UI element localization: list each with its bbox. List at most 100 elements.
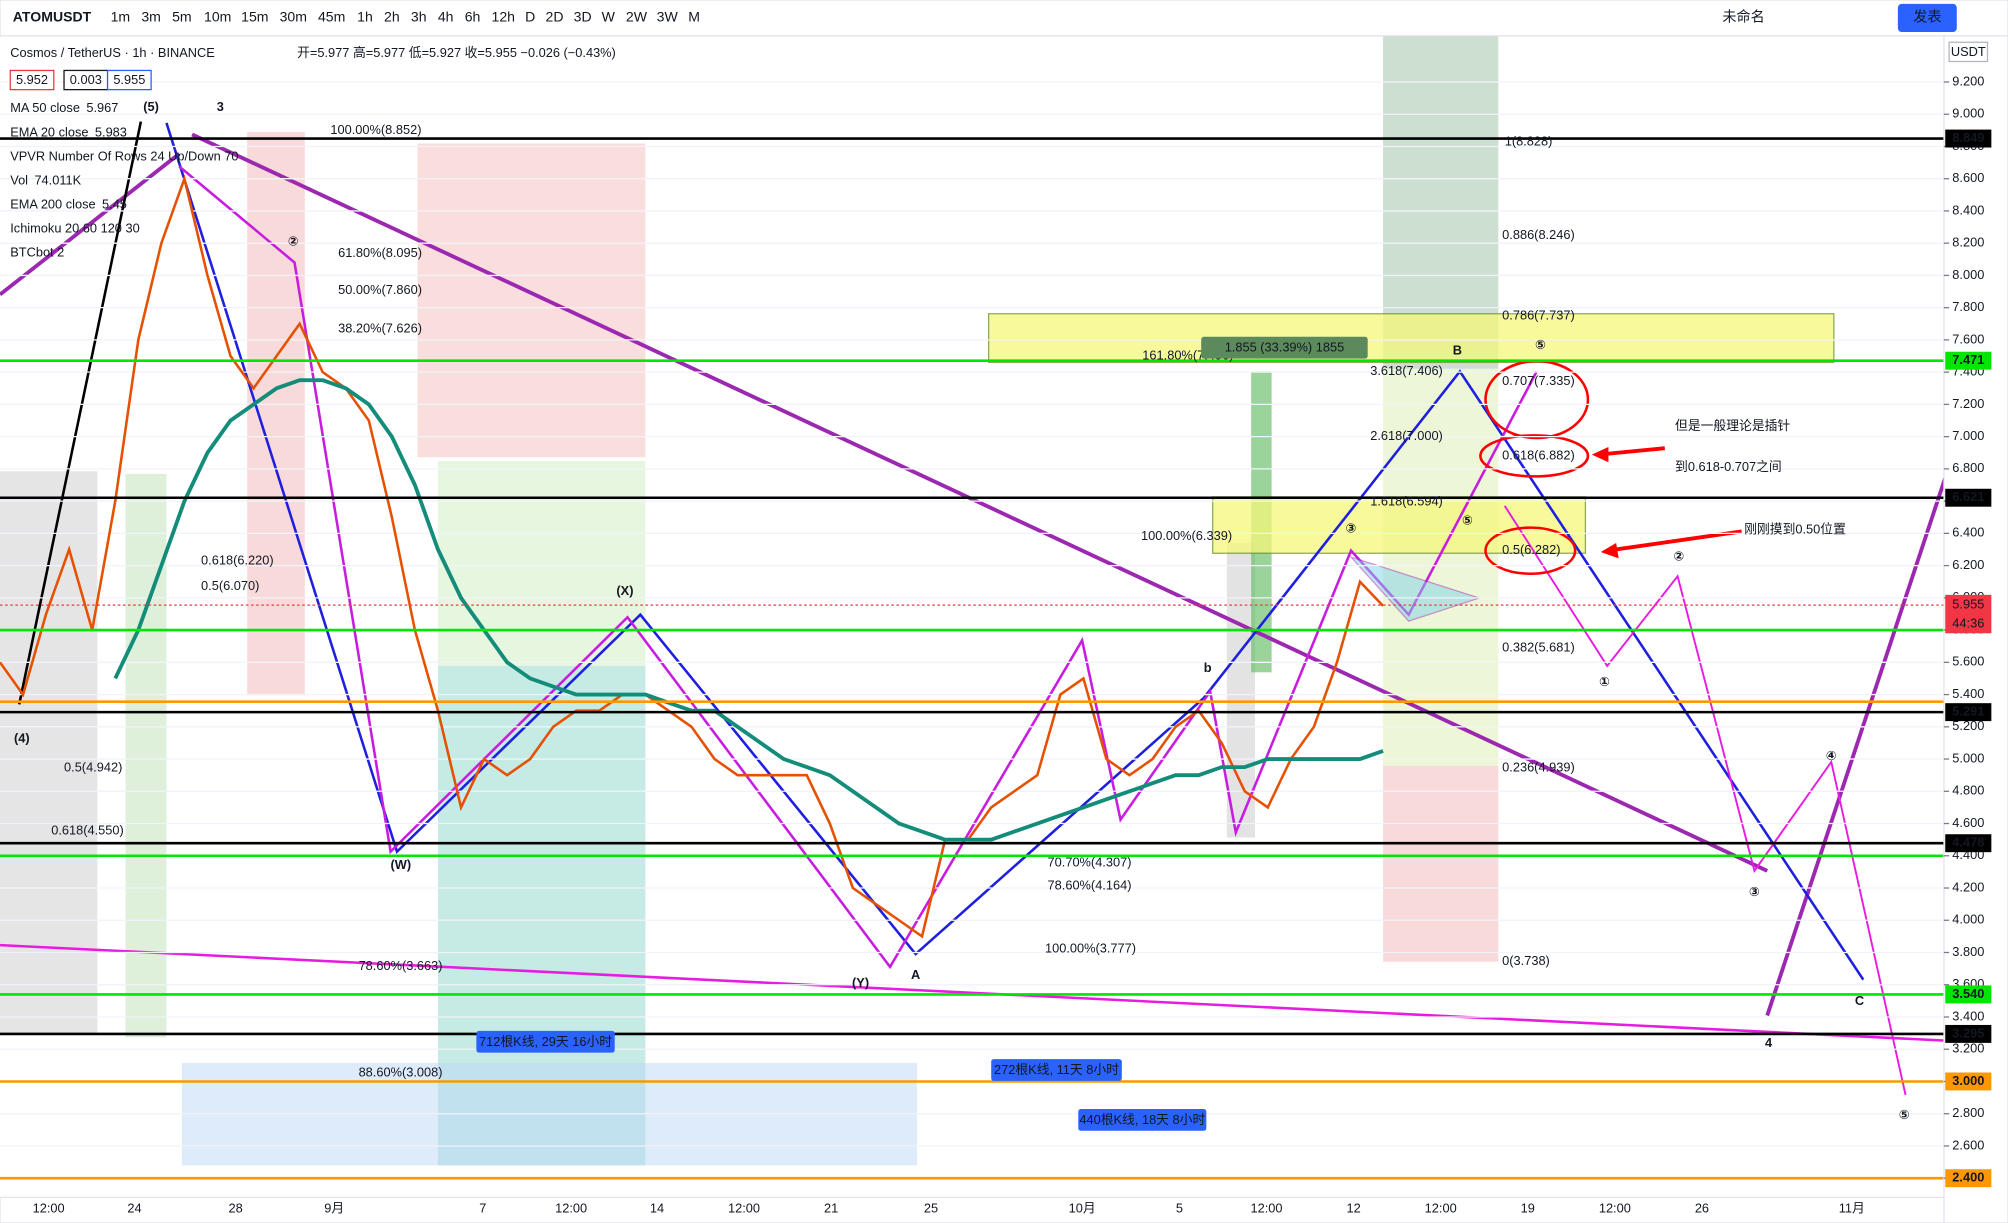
level-label: 2.400 (1952, 1170, 1984, 1185)
y-tick-label: 5.600 (1952, 654, 1984, 669)
annotation: 但是一般理论是插针 (1675, 418, 1790, 433)
interval-button[interactable]: 3m (141, 9, 161, 25)
indicator-name: EMA 200 close (10, 197, 95, 212)
quote-box (9, 69, 55, 91)
level-label-box (1945, 1024, 1992, 1043)
level-label: 3.000 (1952, 1073, 1984, 1088)
level-label: 3.295 (1952, 1025, 1984, 1040)
ema-line (113, 378, 1384, 842)
arrow-head (1600, 542, 1619, 559)
indicator-value: 5.967 (86, 100, 118, 115)
interval-button[interactable]: 1h (357, 9, 373, 25)
arrow (1606, 529, 1742, 553)
level-label: 6.621 (1952, 489, 1984, 504)
publish-label[interactable]: 发表 (1913, 9, 1941, 25)
interval-button[interactable]: 2W (626, 9, 648, 25)
y-tick-label: 7.000 (1952, 428, 1984, 443)
wave-line (17, 121, 143, 705)
interval-button[interactable]: 2D (546, 9, 564, 25)
interval-button[interactable]: 3W (657, 9, 679, 25)
annotation: 到0.618-0.707之间 (1675, 459, 1782, 474)
interval-button[interactable]: 6h (465, 9, 481, 25)
level-label: 8.849 (1952, 130, 1984, 145)
x-tick-label: 28 (229, 1200, 243, 1215)
range-shade (247, 131, 305, 696)
y-tick-label: 3.400 (1952, 1008, 1984, 1023)
interval-button[interactable]: 3D (574, 9, 592, 25)
y-tick-label: 4.200 (1952, 879, 1984, 894)
x-tick-label: 14 (650, 1200, 664, 1215)
indicator-name: Vol (10, 172, 28, 187)
wave-label: (W) (391, 857, 412, 872)
highlight-circle (1479, 434, 1590, 478)
interval-button[interactable]: 1m (111, 9, 131, 25)
interval-button[interactable]: 5m (172, 9, 192, 25)
y-tick-label: 7.200 (1952, 396, 1984, 411)
layout-name[interactable]: 未命名 (1722, 9, 1764, 25)
interval-button[interactable]: 30m (280, 9, 307, 25)
level-label: 5.291 (1952, 704, 1984, 719)
y-tick-label: 8.600 (1952, 170, 1984, 185)
axis-unit: USDT (1951, 44, 1986, 59)
interval-button[interactable]: 10m (204, 9, 231, 25)
interval-button[interactable]: M (688, 9, 700, 25)
indicator-name: MA 50 close (10, 100, 80, 115)
interval-button[interactable]: 45m (318, 9, 345, 25)
indicator-value: 74.011K (34, 172, 81, 187)
quote-spread: 0.003 (70, 72, 102, 87)
current-price-box (1945, 594, 1992, 634)
wave-label: b (1204, 660, 1212, 675)
trend-line (0, 152, 181, 297)
fib-label: 0.618(6.882) (1502, 447, 1575, 462)
legend-title: Cosmos / TetherUS · 1h · BINANCE (10, 45, 215, 60)
x-tick-label: 19 (1521, 1200, 1535, 1215)
fib-label: 0.236(4.939) (1502, 760, 1575, 775)
time-axis (0, 1196, 1945, 1223)
level-label-box (1945, 703, 1992, 722)
fib-label: 0.786(7.737) (1502, 308, 1575, 323)
x-tick-label: 12:00 (33, 1200, 65, 1215)
y-tick-label: 2.800 (1952, 1105, 1984, 1120)
fib-label: 61.80%(8.095) (338, 245, 422, 260)
indicator-value: 5.45 (102, 197, 127, 212)
x-tick-label: 12 (1346, 1200, 1360, 1215)
level-label-box (1945, 488, 1992, 507)
fib-zone (987, 313, 1835, 364)
wave-line (165, 122, 1865, 981)
wave-label: ② (1673, 548, 1684, 563)
fib-label: 100.00%(3.777) (1045, 940, 1136, 955)
wave-label: (Y) (852, 975, 869, 990)
arrow-head (1591, 446, 1609, 463)
x-tick-label: 10月 (1069, 1200, 1096, 1215)
quote-ask: 5.955 (113, 72, 145, 87)
wave-label: ③ (1749, 884, 1760, 899)
y-tick-label: 9.000 (1952, 106, 1984, 121)
interval-button[interactable]: 15m (241, 9, 268, 25)
interval-button[interactable]: 4h (438, 9, 454, 25)
wave-label: (X) (616, 583, 633, 598)
projection-line (1503, 505, 1907, 1096)
countdown: 44:36 (1952, 616, 1984, 631)
level-label-box (1945, 129, 1992, 148)
fib-label: 78.60%(3.663) (359, 958, 443, 973)
indicator-name: VPVR Number Of Rows 24 Up/Down 70 (10, 148, 238, 163)
interval-button[interactable]: 3h (411, 9, 427, 25)
publish-button[interactable] (1897, 3, 1957, 33)
x-tick-label: 12:00 (1599, 1200, 1631, 1215)
fib-label: 78.60%(4.164) (1048, 878, 1132, 893)
highlight-circle (1484, 526, 1577, 576)
interval-button[interactable]: W (602, 9, 616, 25)
toolbar-items: ATOMUSDT 1m 3m 5m 10m 15m 30m 45m 1h 2h 3h 4h 6h 12h D… (9, 9, 1941, 260)
fib-label: 0.5(4.942) (64, 760, 122, 775)
indicator-name: Ichimoku 20 60 120 30 (10, 221, 139, 236)
quote-bid: 5.952 (16, 72, 48, 87)
y-tick-label: 5.200 (1952, 718, 1984, 733)
level-label: 3.540 (1952, 986, 1984, 1001)
y-tick-label: 2.600 (1952, 1137, 1984, 1152)
interval-button[interactable]: 12h (492, 9, 516, 25)
interval-button[interactable]: 2h (384, 9, 400, 25)
interval-button[interactable]: D (525, 9, 535, 25)
y-tick-label: 4.000 (1952, 912, 1984, 927)
measure-label: 1.855 (33.39%) 1855 (1225, 340, 1345, 355)
measure-label: 712根K线, 29天 16小时 (479, 1034, 612, 1049)
